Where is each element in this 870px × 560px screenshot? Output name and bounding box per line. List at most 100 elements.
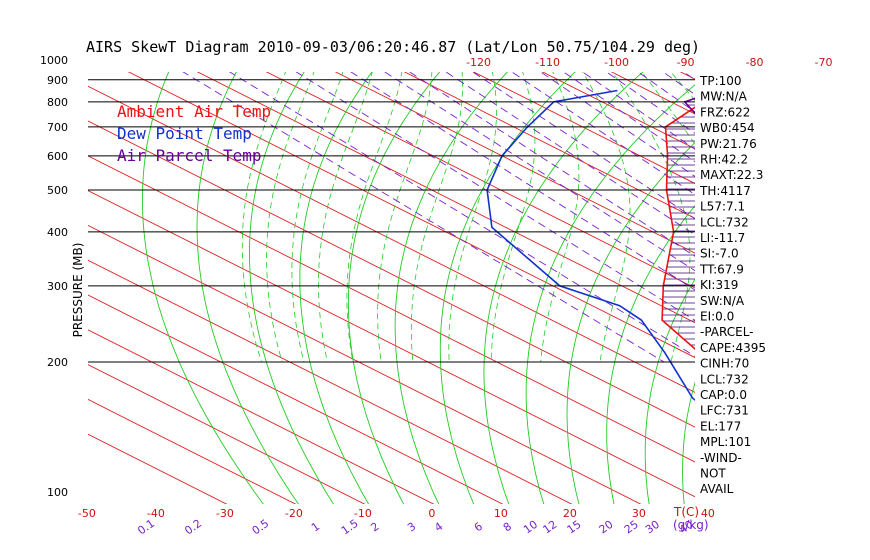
moist-adiabat-line: [266, 72, 315, 363]
isotherm-line: [472, 72, 695, 185]
pressure-tick-label: 1000: [40, 54, 68, 67]
dry-adiabat-line: [483, 72, 644, 504]
isotherm-line: [88, 329, 435, 504]
isotherm-line: [88, 398, 297, 504]
top-temp-tick-label: -110: [535, 56, 560, 69]
index-label: L57:7.1: [700, 200, 745, 214]
index-label: EI:0.0: [700, 310, 734, 324]
top-temp-tick-label: -100: [604, 56, 629, 69]
mixing-ratio-tick-label: 8: [501, 520, 514, 535]
mixing-ratio-line: [384, 72, 695, 272]
series-ambient-air-temp: [661, 106, 695, 351]
moist-adiabat-line: [291, 72, 344, 363]
moist-adiabat-line: [670, 72, 695, 102]
index-label: PW:21.76: [700, 137, 757, 151]
moist-adiabat-line: [540, 72, 580, 363]
index-label: LCL:732: [700, 372, 749, 386]
y-axis-label: PRESSURE (MB): [71, 243, 85, 338]
bottom-temp-tick-label: -50: [78, 507, 96, 520]
moist-adiabat-line: [490, 72, 536, 363]
mixing-ratio-tick-label: 0.5: [250, 517, 272, 538]
isotherm-line: [88, 120, 695, 428]
bottom-temp-tick-label: 40: [701, 507, 715, 520]
background-grid: [88, 51, 870, 512]
moist-adiabat-line: [241, 72, 287, 363]
dry-adiabat-line: [299, 72, 373, 504]
isotherm-line: [265, 72, 695, 289]
mixing-ratio-tick-label: 1: [309, 520, 322, 535]
index-label: CINH:70: [700, 357, 749, 371]
isotherm-line: [88, 85, 695, 393]
dry-adiabat-line: [439, 72, 576, 504]
index-label: AVAIL: [700, 482, 734, 496]
isotherm-line: [88, 224, 642, 504]
mixing-ratio-tick-label: 20: [597, 518, 616, 537]
index-label: LCL:732: [700, 215, 749, 229]
index-label: FRZ:622: [700, 105, 750, 119]
dry-adiabat-line: [606, 205, 695, 504]
isotherm-line: [541, 72, 695, 150]
moist-adiabat-line: [641, 72, 695, 146]
mixing-ratio-tick-label: 3: [405, 520, 418, 535]
index-label: CAPE:4395: [700, 341, 766, 355]
dry-adiabat-line: [141, 72, 264, 504]
pressure-tick-label: 500: [47, 184, 68, 197]
mixing-ratio-line: [562, 72, 695, 163]
bottom-temp-tick-labels: -50 -40 -30 -20 -10 0 10 20 30 40: [78, 507, 715, 520]
isotherm-line: [88, 259, 573, 504]
pressure-tick-label: 300: [47, 280, 68, 293]
index-label: TP:100: [699, 74, 742, 88]
legend: Ambient Air Temp Dew Point Temp Air Parc…: [117, 102, 271, 165]
mixing-ratio-tick-label: 25: [622, 518, 641, 537]
pressure-tick-label: 100: [47, 486, 68, 499]
dry-adiabat-line: [858, 51, 870, 512]
top-temp-tick-labels: -120-110-100-90-80-70-60-50-40: [466, 56, 833, 69]
profile-series: [486, 89, 695, 402]
legend-dew-point-temp: Dew Point Temp: [117, 124, 252, 143]
mixing-ratio-line: [182, 72, 665, 363]
moist-adiabat-line: [318, 72, 373, 363]
pressure-tick-label: 200: [47, 356, 68, 369]
dry-adiabat-line: [824, 51, 870, 512]
dry-adiabat-line: [789, 51, 870, 512]
index-label: MW:N/A: [700, 90, 748, 104]
isobar-lines: [88, 79, 695, 363]
index-label: MPL:101: [700, 435, 751, 449]
isotherm-line: [334, 72, 695, 254]
mixing-ratio-line: [471, 72, 695, 220]
bottom-temp-tick-label: 30: [632, 507, 646, 520]
mixing-ratio-tick-label: 2: [368, 520, 381, 535]
bottom-temp-tick-label: 0: [428, 507, 435, 520]
index-label: EL:177: [700, 419, 741, 433]
pressure-tick-label: 800: [47, 96, 68, 109]
isotherm-line: [88, 294, 504, 504]
dry-adiabat-line: [249, 72, 334, 504]
top-temp-tick-label: -70: [815, 56, 833, 69]
bottom-temp-tick-label: -30: [216, 507, 234, 520]
mixing-ratio-tick-label: 15: [565, 518, 584, 537]
mixing-ratio-line: [539, 72, 695, 177]
index-label: WB0:454: [700, 121, 755, 135]
mixing-ratio-line: [295, 72, 695, 321]
top-temp-tick-label: -90: [677, 56, 695, 69]
isotherm-line: [88, 364, 366, 504]
pressure-tick-labels: 100 200 300 400 500 600 700 800 900 1000: [40, 54, 68, 499]
mixing-ratio-line: [350, 72, 695, 291]
index-label: TT:67.9: [699, 262, 744, 276]
pressure-tick-label: 700: [47, 121, 68, 134]
mixing-ratio-tick-label: 6: [472, 520, 485, 535]
isotherm-line: [127, 72, 695, 359]
bottom-temp-tick-label: -40: [147, 507, 165, 520]
mixing-ratio-line: [581, 72, 695, 150]
mixing-ratio-line: [408, 72, 695, 257]
temp-unit-label: T(C): [673, 505, 699, 519]
mixing-ratio-tick-label: 0.2: [182, 517, 204, 538]
index-label: MAXT:22.3: [700, 168, 763, 182]
isotherm-line: [196, 72, 695, 324]
index-label: -WIND-: [700, 451, 742, 465]
dry-adiabat-line: [196, 72, 299, 504]
top-temp-tick-label: -120: [466, 56, 491, 69]
dry-adiabat-line: [525, 84, 695, 504]
